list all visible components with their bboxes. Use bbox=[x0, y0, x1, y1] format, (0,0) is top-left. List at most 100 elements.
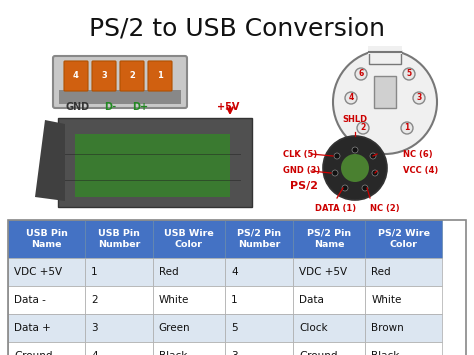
Text: Red: Red bbox=[159, 267, 178, 277]
Bar bbox=[365, 258, 442, 286]
Text: 4: 4 bbox=[348, 93, 354, 103]
Text: VCC (4): VCC (4) bbox=[403, 166, 438, 175]
Text: Data +: Data + bbox=[14, 323, 51, 333]
Circle shape bbox=[342, 185, 348, 191]
Text: 4: 4 bbox=[231, 267, 238, 277]
Bar bbox=[8, 342, 85, 355]
Text: NC (6): NC (6) bbox=[403, 149, 433, 158]
Bar bbox=[59, 90, 181, 104]
Text: USB Pin
Number: USB Pin Number bbox=[98, 229, 140, 249]
Text: USB Pin
Name: USB Pin Name bbox=[26, 229, 67, 249]
Bar bbox=[293, 342, 365, 355]
Circle shape bbox=[334, 153, 340, 159]
FancyBboxPatch shape bbox=[92, 61, 116, 91]
Bar bbox=[153, 286, 225, 314]
Bar bbox=[8, 314, 85, 342]
Text: 1: 1 bbox=[91, 267, 98, 277]
Bar bbox=[225, 258, 293, 286]
Text: 6: 6 bbox=[358, 70, 364, 78]
Text: 5: 5 bbox=[231, 323, 238, 333]
Bar bbox=[153, 220, 225, 258]
FancyBboxPatch shape bbox=[58, 118, 252, 207]
Text: 1: 1 bbox=[157, 71, 163, 81]
Text: Clock: Clock bbox=[299, 323, 328, 333]
Text: Black: Black bbox=[159, 351, 187, 355]
Text: 1: 1 bbox=[404, 124, 410, 132]
Bar bbox=[85, 342, 153, 355]
Text: CLK (5): CLK (5) bbox=[283, 149, 317, 158]
Text: PS/2 Pin
Number: PS/2 Pin Number bbox=[237, 229, 281, 249]
Text: 2: 2 bbox=[129, 71, 135, 81]
Bar bbox=[85, 220, 153, 258]
Bar bbox=[293, 286, 365, 314]
Circle shape bbox=[355, 68, 367, 80]
Text: D+: D+ bbox=[132, 102, 148, 112]
Circle shape bbox=[413, 92, 425, 104]
Text: 5: 5 bbox=[406, 70, 411, 78]
Bar bbox=[8, 220, 466, 355]
Text: White: White bbox=[159, 295, 189, 305]
Text: Data: Data bbox=[299, 295, 324, 305]
Circle shape bbox=[372, 170, 378, 176]
Text: 2: 2 bbox=[360, 124, 365, 132]
Text: Brown: Brown bbox=[371, 323, 404, 333]
Bar bbox=[153, 258, 225, 286]
FancyBboxPatch shape bbox=[120, 61, 144, 91]
Bar bbox=[225, 314, 293, 342]
Bar bbox=[365, 220, 442, 258]
Text: PS/2: PS/2 bbox=[290, 181, 318, 191]
Text: DATA (1): DATA (1) bbox=[315, 203, 356, 213]
Text: 3: 3 bbox=[101, 71, 107, 81]
Circle shape bbox=[403, 68, 415, 80]
Text: Red: Red bbox=[371, 267, 391, 277]
Text: 4: 4 bbox=[73, 71, 79, 81]
Bar bbox=[85, 258, 153, 286]
Bar bbox=[75, 134, 230, 197]
Bar bbox=[153, 342, 225, 355]
Circle shape bbox=[341, 154, 369, 182]
Text: 1: 1 bbox=[231, 295, 238, 305]
Text: GND: GND bbox=[66, 102, 90, 112]
Text: Ground: Ground bbox=[299, 351, 337, 355]
Circle shape bbox=[333, 50, 437, 154]
Bar bbox=[365, 286, 442, 314]
Circle shape bbox=[332, 170, 338, 176]
Bar bbox=[369, 50, 401, 64]
Bar bbox=[8, 220, 85, 258]
Bar bbox=[153, 314, 225, 342]
Bar bbox=[365, 314, 442, 342]
Bar bbox=[225, 342, 293, 355]
Text: 3: 3 bbox=[91, 323, 98, 333]
Bar bbox=[225, 286, 293, 314]
Text: SHLD: SHLD bbox=[342, 115, 367, 125]
Circle shape bbox=[323, 136, 387, 200]
Circle shape bbox=[362, 185, 368, 191]
Text: +5V: +5V bbox=[217, 102, 239, 112]
Circle shape bbox=[370, 153, 376, 159]
Text: GND (3): GND (3) bbox=[283, 166, 320, 175]
Text: Green: Green bbox=[159, 323, 191, 333]
Bar bbox=[225, 220, 293, 258]
Bar bbox=[368, 46, 402, 54]
Circle shape bbox=[352, 147, 358, 153]
Text: D-: D- bbox=[104, 102, 116, 112]
Bar bbox=[293, 314, 365, 342]
Bar bbox=[8, 286, 85, 314]
Text: 4: 4 bbox=[91, 351, 98, 355]
Bar bbox=[293, 258, 365, 286]
Text: 3: 3 bbox=[231, 351, 238, 355]
Polygon shape bbox=[35, 120, 65, 201]
Bar bbox=[85, 314, 153, 342]
Text: Black: Black bbox=[371, 351, 400, 355]
FancyBboxPatch shape bbox=[148, 61, 172, 91]
Text: Data -: Data - bbox=[14, 295, 46, 305]
Text: Ground: Ground bbox=[14, 351, 53, 355]
Text: 2: 2 bbox=[91, 295, 98, 305]
Bar bbox=[374, 76, 396, 108]
FancyBboxPatch shape bbox=[64, 61, 88, 91]
Text: PS/2 Pin
Name: PS/2 Pin Name bbox=[307, 229, 351, 249]
Text: USB Wire
Color: USB Wire Color bbox=[164, 229, 214, 249]
Circle shape bbox=[401, 122, 413, 134]
Text: PS/2 to USB Conversion: PS/2 to USB Conversion bbox=[89, 16, 385, 40]
FancyBboxPatch shape bbox=[53, 56, 187, 108]
